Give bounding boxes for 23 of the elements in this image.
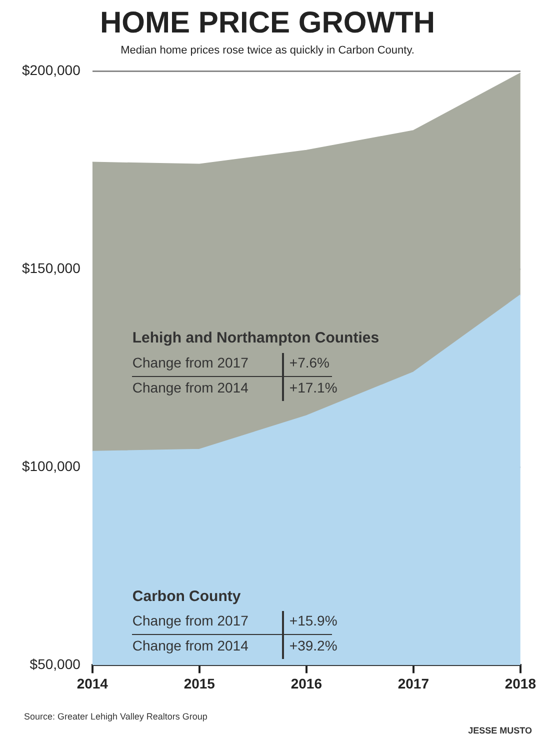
annotation: +17.1% — [289, 379, 338, 396]
x-tick-label: 2017 — [398, 675, 430, 692]
y-tick-label: $200,000 — [22, 62, 81, 78]
series-label: Lehigh and Northampton Counties — [132, 330, 380, 347]
series-label: Carbon County — [132, 588, 242, 606]
source-note: Source: Greater Lehigh Valley Realtors Group — [24, 712, 208, 722]
chart-subtitle: Median home prices rose twice as quickly in Carbon County. — [120, 44, 414, 57]
x-tick-label: 2014 — [76, 675, 108, 692]
annotation: Change from 2014 — [132, 379, 249, 396]
annotation: Change from 2014 — [132, 638, 249, 654]
annotation: Change from 2017 — [132, 354, 249, 370]
x-tick-label: 2018 — [504, 675, 536, 692]
y-tick-label: $50,000 — [30, 656, 81, 672]
x-tick-label: 2015 — [184, 675, 216, 692]
y-tick-label: $150,000 — [22, 260, 81, 276]
y-tick-label: $100,000 — [22, 458, 81, 474]
annotation: Change from 2017 — [132, 612, 249, 629]
annotation: +39.2% — [289, 638, 338, 654]
x-tick-label: 2016 — [290, 675, 322, 692]
annotation: +15.9% — [289, 612, 338, 629]
text: JESSE MUSTO — [468, 726, 532, 736]
chart-title: HOME PRICE GROWTH — [100, 6, 435, 40]
annotation: +7.6% — [289, 354, 330, 370]
